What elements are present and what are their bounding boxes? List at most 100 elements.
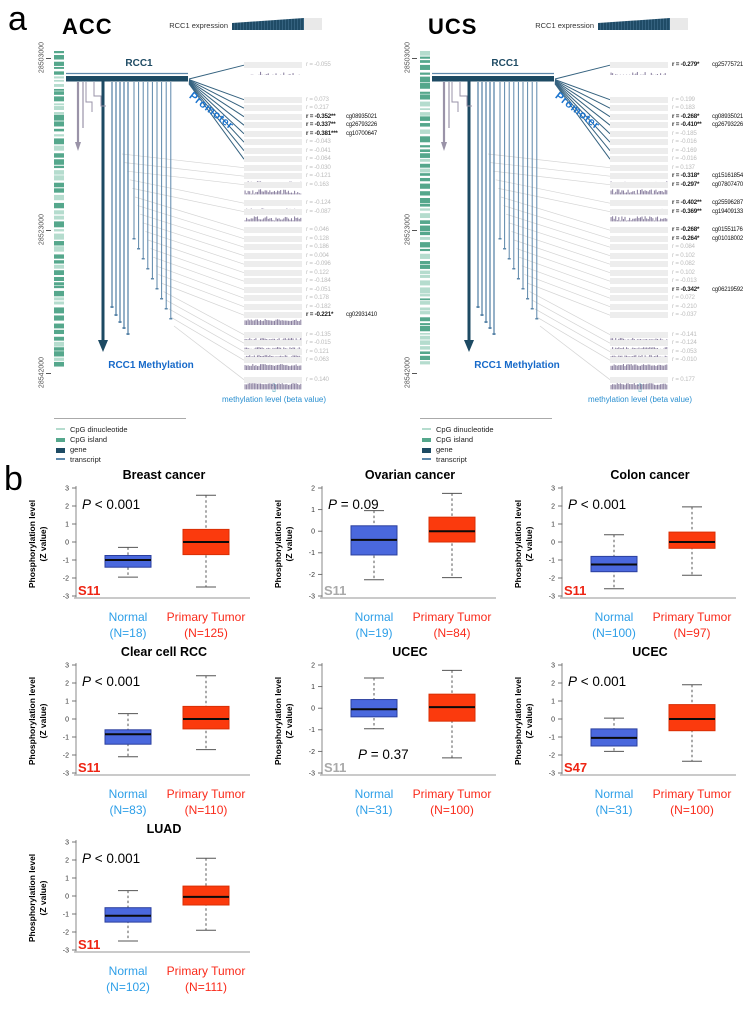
svg-text:(Z value): (Z value) bbox=[38, 526, 48, 561]
correlation-value: r = -0.124 bbox=[672, 339, 697, 346]
normal-group-label: Normal (N=100) bbox=[554, 610, 674, 641]
tumor-box bbox=[428, 516, 476, 543]
plot-canvas: 3 2 1 0 -1 -2 -3 Phosphorylation level (Z value)… bbox=[513, 662, 736, 777]
tumor-group-label: Primary Tumor (N=97) bbox=[632, 610, 745, 641]
boxplot-6-luad: LUAD 3 2 1 0 -1 -2 -3 Phosphorylation level (Z va… bbox=[24, 822, 254, 998]
legend-swatch-cpg-island bbox=[56, 438, 65, 442]
methylation-axis-label: methylation level (beta value) bbox=[587, 395, 693, 404]
plot-title: Colon cancer bbox=[610, 468, 690, 482]
normal-n-label: (N=31) bbox=[595, 802, 633, 817]
correlation-value: r = 0.072 bbox=[672, 294, 695, 301]
normal-label-line: Normal bbox=[594, 787, 634, 801]
svg-text:Phosphorylation level: Phosphorylation level bbox=[273, 500, 283, 588]
tumor-group-label: Primary Tumor (N=110) bbox=[146, 787, 266, 818]
acc-gene-diagram bbox=[54, 51, 245, 380]
plot-title: Breast cancer bbox=[122, 468, 206, 482]
correlation-value: r = -0.121 bbox=[306, 172, 331, 179]
correlation-value: r = -0.013 bbox=[672, 277, 697, 284]
cpg-probe-id: cg25596287 bbox=[712, 200, 744, 206]
methylation-track-row bbox=[244, 105, 302, 112]
tumor-box bbox=[668, 704, 716, 732]
methylation-track-row bbox=[244, 147, 302, 154]
coordinate-tick-mark bbox=[412, 58, 417, 59]
correlation-value: r = 0.121 bbox=[306, 347, 329, 355]
tumor-label-line: Primary Tumor bbox=[412, 787, 492, 801]
boxplot-3-clear-cell-rcc: Clear cell RCC 3 2 1 0 -1 -2 -3 Phosphorylation … bbox=[24, 645, 254, 821]
methylation-track-row bbox=[244, 200, 302, 213]
svg-text:-2: -2 bbox=[63, 575, 69, 582]
cpg-probe-id: cg26793226 bbox=[712, 122, 744, 128]
coordinate-tick-label: 28523000 bbox=[404, 213, 412, 246]
correlation-value: r = -0.096 bbox=[306, 260, 331, 267]
legend-swatch-gene bbox=[422, 448, 431, 453]
correlation-value: r = 0.140 bbox=[306, 375, 329, 383]
methylation-track-row bbox=[244, 181, 302, 195]
svg-text:(Z value): (Z value) bbox=[284, 526, 294, 561]
correlation-value: r = -0.041 bbox=[306, 146, 331, 154]
p-value: P < 0.001 bbox=[82, 851, 140, 866]
correlation-value: r = -0.410** bbox=[672, 121, 702, 128]
correlation-value: r = 0.199 bbox=[672, 95, 695, 103]
methylation-track-row bbox=[244, 139, 302, 146]
methylation-track-row bbox=[244, 208, 302, 222]
legend-label: transcript bbox=[70, 455, 101, 464]
normal-n-label: (N=102) bbox=[106, 979, 150, 994]
correlation-value: r = 0.183 bbox=[672, 104, 695, 111]
correlation-value: r = -0.369** bbox=[672, 207, 702, 215]
svg-text:-1: -1 bbox=[63, 734, 69, 741]
normal-label-line: Normal bbox=[108, 964, 148, 978]
svg-text:-1: -1 bbox=[549, 557, 555, 564]
tumor-label-line: Primary Tumor bbox=[652, 787, 732, 801]
correlation-value: r = 0.084 bbox=[672, 243, 695, 250]
svg-text:-2: -2 bbox=[309, 572, 315, 579]
p-value: P < 0.001 bbox=[82, 674, 140, 689]
tumor-label-line: Primary Tumor bbox=[166, 964, 246, 978]
acc-genomic-panel: ACC RCC1 expression RCC1 Promoter RCC1 Methy… bbox=[26, 6, 378, 466]
svg-text:(Z value): (Z value) bbox=[38, 703, 48, 738]
coordinate-tick-label: 28523000 bbox=[38, 213, 46, 246]
methylation-track-row bbox=[610, 156, 668, 163]
plot-title: Clear cell RCC bbox=[120, 645, 208, 659]
p-value: P = 0.37 bbox=[358, 747, 409, 762]
methylation-track-row bbox=[244, 252, 302, 259]
cpg-probe-id: cg02931410 bbox=[346, 312, 378, 318]
cpg-probe-id: cg15161854 bbox=[712, 173, 744, 179]
phospho-site-label: S11 bbox=[78, 937, 100, 952]
correlation-value: r = -0.184 bbox=[306, 277, 331, 284]
correlation-value: r = -0.087 bbox=[306, 207, 331, 215]
correlation-value: r = -0.318* bbox=[672, 172, 700, 179]
methylation-track-row bbox=[610, 147, 668, 154]
legend-label: transcript bbox=[436, 455, 467, 464]
acc-title: ACC bbox=[62, 14, 113, 39]
svg-text:Phosphorylation level: Phosphorylation level bbox=[27, 500, 37, 588]
legend-divider bbox=[420, 418, 552, 419]
plot-canvas: 3 2 1 0 -1 -2 -3 Phosphorylation level (Z value)… bbox=[27, 839, 250, 954]
coordinate-tick-mark bbox=[412, 373, 417, 374]
normal-n-label: (N=19) bbox=[355, 625, 393, 640]
svg-text:(Z value): (Z value) bbox=[38, 880, 48, 915]
legend-label: gene bbox=[70, 445, 87, 454]
correlation-value: r = -0.124 bbox=[306, 199, 331, 206]
tumor-n-label: (N=110) bbox=[184, 802, 228, 817]
tumor-label-line: Primary Tumor bbox=[166, 610, 246, 624]
methylation-track-row bbox=[610, 252, 668, 259]
svg-text:(Z value): (Z value) bbox=[284, 703, 294, 738]
plot-canvas: 3 2 1 0 -1 -2 -3 Phosphorylation level (Z value)… bbox=[27, 662, 250, 777]
tumor-n-label: (N=100) bbox=[670, 802, 714, 817]
normal-label-line: Normal bbox=[594, 610, 634, 624]
svg-text:Phosphorylation level: Phosphorylation level bbox=[27, 677, 37, 765]
correlation-value: r = 0.004 bbox=[306, 251, 329, 259]
svg-text:-2: -2 bbox=[549, 752, 555, 759]
ucs-genomic-panel: UCS RCC1 expression RCC1 Promoter RCC1 Methy… bbox=[392, 6, 744, 466]
correlation-value: r = -0.210 bbox=[672, 302, 697, 310]
svg-text:2: 2 bbox=[65, 503, 69, 510]
methylation-track-row bbox=[610, 96, 668, 103]
legend-swatch-transcript bbox=[56, 458, 65, 460]
legend-label: CpG dinucleotide bbox=[436, 425, 494, 434]
correlation-value: r = 0.137 bbox=[672, 163, 695, 171]
correlation-value: r = -0.015 bbox=[306, 339, 331, 346]
expression-ramp-tail bbox=[304, 18, 322, 30]
correlation-value: r = -0.352** bbox=[306, 112, 336, 120]
tumor-label-line: Primary Tumor bbox=[166, 787, 246, 801]
cpg-probe-id: cg08935021 bbox=[712, 113, 744, 120]
